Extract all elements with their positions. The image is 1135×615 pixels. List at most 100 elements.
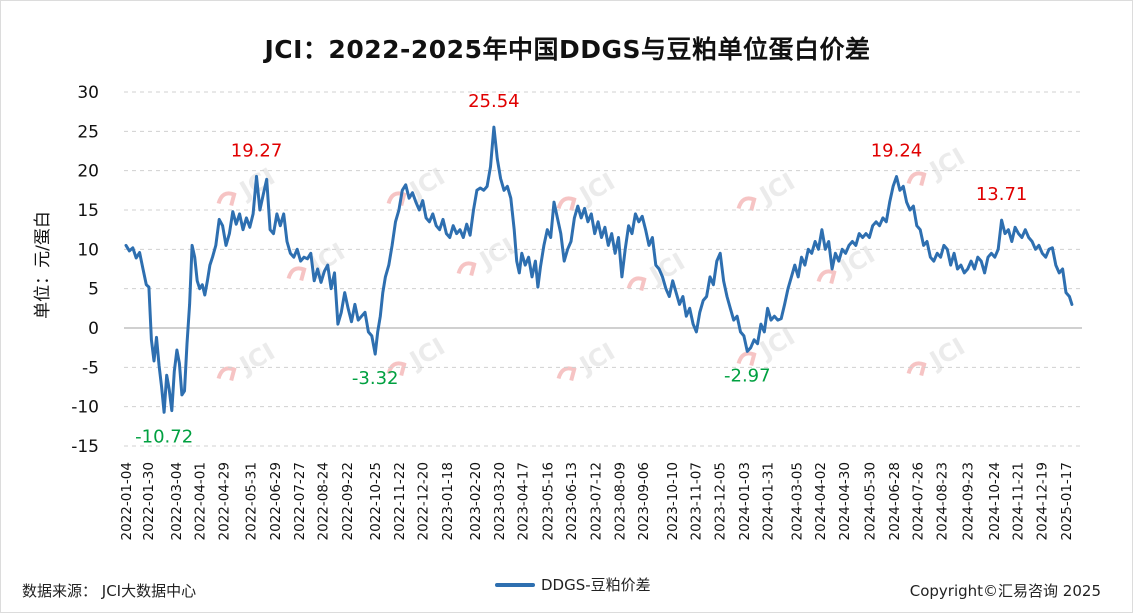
watermark-mark: JCI xyxy=(906,332,970,376)
x-tick-label: 2023-03-20 xyxy=(492,462,508,540)
grid-lines xyxy=(124,91,1082,447)
legend-label: DDGS-豆粕价差 xyxy=(541,576,651,594)
watermark-text: JCI xyxy=(573,167,619,210)
x-tick-label: 2022-06-29 xyxy=(268,462,284,540)
x-tick-label: 2024-09-23 xyxy=(961,462,977,540)
y-tick-label: -5 xyxy=(82,358,99,378)
x-tick-label: 2022-04-01 xyxy=(193,462,209,540)
watermark-swoosh xyxy=(456,261,477,276)
y-tick-label: 25 xyxy=(77,122,99,142)
trough-label: -10.72 xyxy=(135,426,193,447)
watermark-mark: JCI xyxy=(556,337,620,381)
copyright: Copyright©汇易咨询 2025 xyxy=(909,582,1101,600)
series-layer xyxy=(124,125,1074,414)
y-tick-label: 20 xyxy=(77,162,99,182)
x-tick-label: 2024-10-24 xyxy=(987,462,1003,540)
x-tick-label: 2023-04-17 xyxy=(516,462,532,540)
watermark-text: JCI xyxy=(833,240,879,283)
y-tick-label: 5 xyxy=(88,280,99,300)
chart-title: JCI：2022-2025年中国DDGS与豆粕单位蛋白价差 xyxy=(264,35,871,64)
x-tick-label: 2024-03-05 xyxy=(789,462,805,540)
x-tick-label: 2024-01-03 xyxy=(737,462,753,540)
y-axis: -15 -10 -5 0 5 10 15 20 25 30 xyxy=(71,83,99,457)
watermark-mark: JCI xyxy=(736,167,800,211)
x-tick-label: 2024-11-21 xyxy=(1011,462,1027,540)
watermark-swoosh xyxy=(626,276,647,291)
x-tick-label: 2022-01-30 xyxy=(141,462,157,540)
watermark-text: JCI xyxy=(923,332,969,375)
x-tick-label: 2023-12-05 xyxy=(712,462,728,540)
x-tick-label: 2023-07-12 xyxy=(589,462,605,540)
watermark-swoosh xyxy=(386,191,407,206)
watermark-mark: JCI xyxy=(626,247,690,291)
watermark-mark: JCI xyxy=(456,232,520,276)
x-axis: 2022-01-04 2022-01-30 2022-03-04 2022-04-01… xyxy=(119,462,1075,540)
watermark-text: JCI xyxy=(233,337,279,380)
watermark-mark: JCI xyxy=(216,337,280,381)
watermark-text: JCI xyxy=(573,337,619,380)
watermark-swoosh xyxy=(216,191,237,206)
x-tick-label: 2023-10-10 xyxy=(665,462,681,540)
x-tick-label: 2022-12-20 xyxy=(416,462,432,540)
x-tick-label: 2023-11-07 xyxy=(689,462,705,540)
watermark-text: JCI xyxy=(923,142,969,185)
x-tick-label: 2022-09-22 xyxy=(340,462,356,540)
watermark-mark: JCI xyxy=(286,237,350,281)
x-tick-label: 2023-09-06 xyxy=(636,462,652,540)
peak-label: 13.71 xyxy=(976,184,1028,205)
data-source: 数据来源： JCI大数据中心 xyxy=(22,582,197,600)
x-tick-label: 2023-02-20 xyxy=(468,462,484,540)
x-tick-label: 2022-10-25 xyxy=(368,462,384,540)
trough-label: -3.32 xyxy=(352,368,399,389)
watermark-text: JCI xyxy=(753,167,799,210)
y-tick-label: -10 xyxy=(71,398,99,418)
watermark-swoosh xyxy=(286,266,307,281)
x-tick-label: 2024-06-28 xyxy=(887,462,903,540)
watermark-text: JCI xyxy=(403,332,449,375)
y-tick-label: 30 xyxy=(77,83,99,103)
x-tick-label: 2023-05-16 xyxy=(540,462,556,540)
watermark-swoosh xyxy=(556,196,577,211)
annotation-layer: 19.27 25.54 19.24 13.71 -10.72 -3.32 -2.97 xyxy=(135,91,1027,447)
watermark-text: JCI xyxy=(643,247,689,290)
watermark-swoosh xyxy=(906,171,927,186)
watermark-swoosh xyxy=(816,269,837,284)
x-tick-label: 2022-04-29 xyxy=(216,462,232,540)
x-tick-label: 2024-12-19 xyxy=(1034,462,1050,540)
x-tick-label: 2022-07-27 xyxy=(292,462,308,540)
x-tick-label: 2023-08-09 xyxy=(612,462,628,540)
peak-label: 25.54 xyxy=(468,91,520,112)
x-tick-label: 2024-05-30 xyxy=(862,462,878,540)
x-tick-label: 2025-01-17 xyxy=(1059,462,1075,540)
watermark-swoosh xyxy=(386,361,407,376)
x-tick-label: 2022-08-24 xyxy=(316,462,332,540)
x-tick-label: 2022-11-22 xyxy=(392,462,408,540)
x-tick-label: 2024-08-23 xyxy=(934,462,950,540)
watermark-swoosh xyxy=(736,351,757,366)
y-tick-label: 10 xyxy=(77,240,99,260)
y-tick-label: 15 xyxy=(77,201,99,221)
watermark-swoosh xyxy=(906,361,927,376)
y-tick-label: -15 xyxy=(71,437,99,457)
x-tick-label: 2022-05-31 xyxy=(244,462,260,540)
legend-swatch xyxy=(495,582,535,587)
x-tick-label: 2022-01-04 xyxy=(119,462,135,540)
x-tick-label: 2023-06-13 xyxy=(564,462,580,540)
x-tick-label: 2023-01-18 xyxy=(440,462,456,540)
x-tick-label: 2024-04-30 xyxy=(837,462,853,540)
watermark-swoosh xyxy=(736,196,757,211)
x-tick-label: 2024-04-02 xyxy=(813,462,829,540)
peak-label: 19.27 xyxy=(231,140,283,161)
watermark-swoosh xyxy=(556,366,577,381)
watermark-text: JCI xyxy=(473,232,519,275)
watermark-swoosh xyxy=(216,366,237,381)
y-tick-label: 0 xyxy=(88,319,99,339)
x-tick-label: 2022-03-04 xyxy=(169,462,185,540)
peak-label: 19.24 xyxy=(871,141,923,162)
legend: DDGS-豆粕价差 xyxy=(495,574,651,595)
x-tick-label: 2024-07-26 xyxy=(911,462,927,540)
x-tick-label: 2024-01-31 xyxy=(761,462,777,540)
trough-label: -2.97 xyxy=(724,365,771,386)
